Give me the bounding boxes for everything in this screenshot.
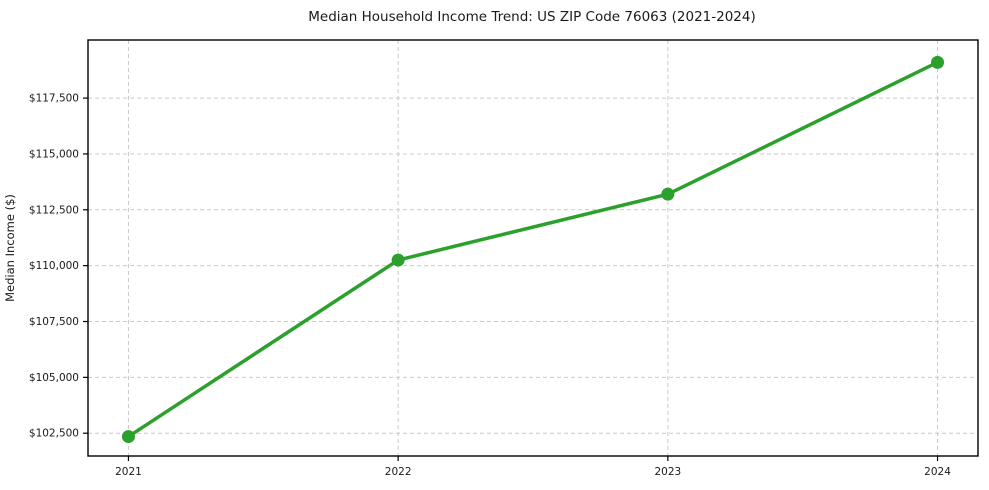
x-tick-label: 2024 bbox=[924, 466, 951, 478]
plot-area: $102,500 $105,000 $107,500 $110,000 $112,500… bbox=[29, 39, 979, 478]
chart-title: Median Household Income Trend: US ZIP Co… bbox=[308, 9, 756, 25]
y-tick-label: $102,500 bbox=[29, 428, 79, 440]
y-tick-label: $107,500 bbox=[29, 316, 79, 328]
x-tick-label: 2022 bbox=[385, 466, 412, 478]
y-tick-label: $115,000 bbox=[29, 148, 79, 160]
y-tick-label: $117,500 bbox=[29, 93, 79, 105]
data-point-2023 bbox=[661, 187, 675, 201]
data-point-2022 bbox=[391, 253, 405, 267]
data-point-2021 bbox=[121, 430, 135, 444]
y-axis-label: Median Income ($) bbox=[3, 194, 17, 302]
y-tick-label: $112,500 bbox=[29, 204, 79, 216]
plot-border bbox=[87, 39, 979, 457]
y-tick-label: $105,000 bbox=[29, 372, 79, 384]
income-trend-line bbox=[126, 60, 940, 439]
x-tick-label: 2023 bbox=[654, 466, 681, 478]
x-tick-label: 2021 bbox=[115, 466, 142, 478]
data-point-2024 bbox=[931, 55, 945, 69]
y-tick-label: $110,000 bbox=[29, 260, 79, 272]
